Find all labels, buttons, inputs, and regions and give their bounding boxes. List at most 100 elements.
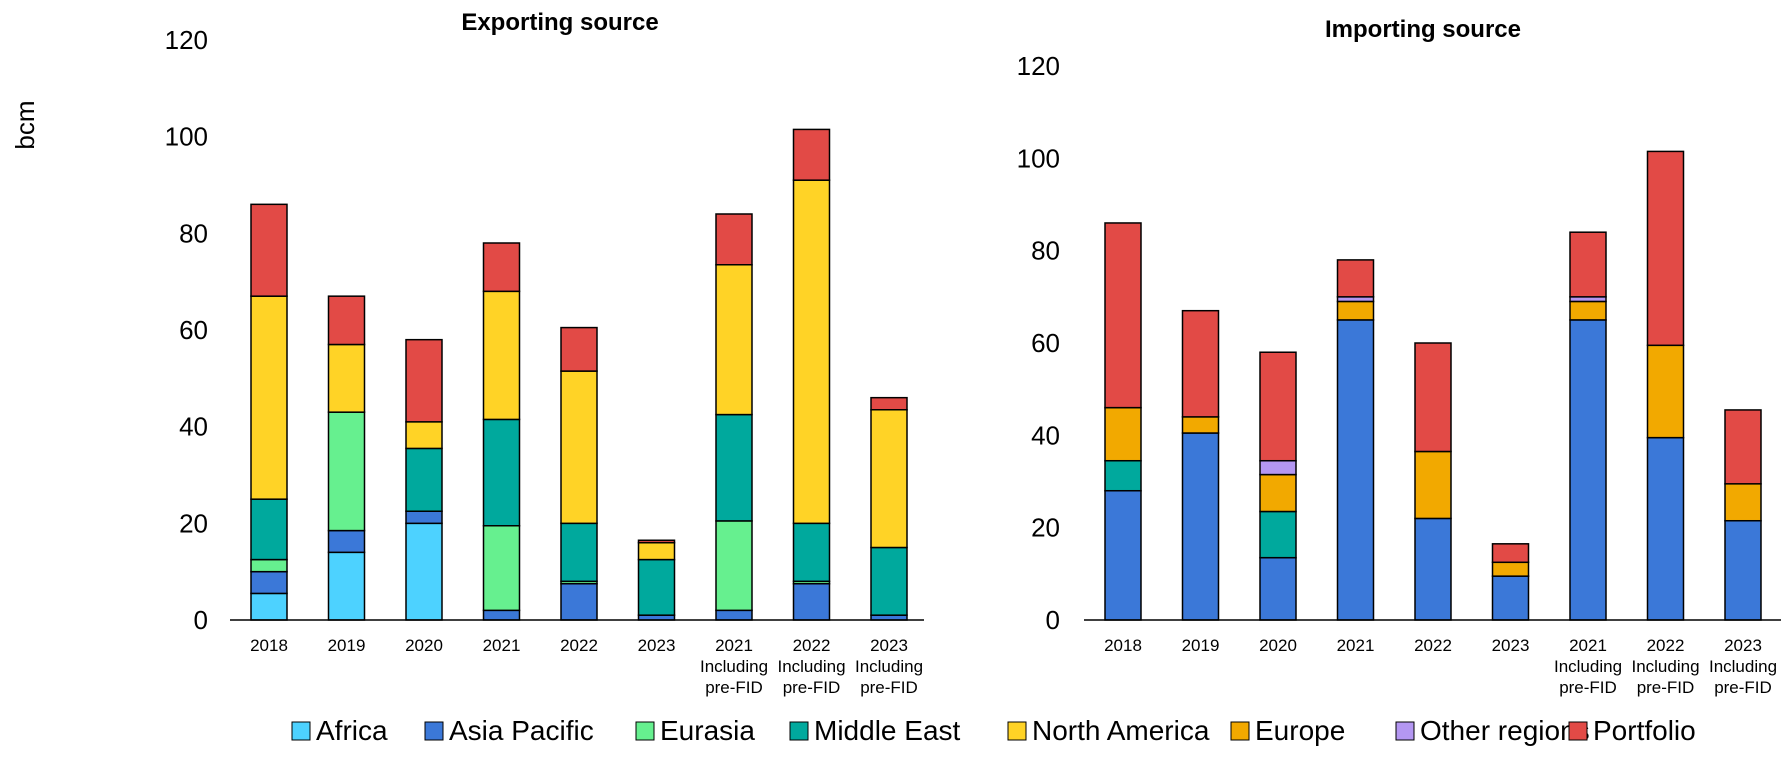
bar-segment-asia-pacific bbox=[1646, 436, 1685, 621]
bar-segment-portfolio bbox=[637, 539, 676, 544]
x-tick-label: 2021 bbox=[1337, 636, 1375, 655]
bar-segment-portfolio bbox=[1491, 543, 1530, 564]
bar-segment-middle-east bbox=[792, 522, 831, 583]
y-tick-label: 80 bbox=[179, 218, 208, 248]
importing-source-panel: Importing source 0 20 40 60 80 100 120 2018 2019… bbox=[1017, 16, 1781, 697]
exporting-source-panel: Exporting source 0 20 40 60 80 100 120 2018 2019… bbox=[165, 9, 924, 697]
y-tick-label: 20 bbox=[1031, 513, 1060, 543]
x-tick-label: 2022 bbox=[793, 636, 831, 655]
x-tick-label: Including bbox=[700, 657, 768, 676]
bar-segment-africa bbox=[327, 551, 366, 621]
legend-label-africa: Africa bbox=[316, 715, 388, 746]
y-tick-label: 0 bbox=[1046, 605, 1060, 635]
y-tick-label: 120 bbox=[1017, 51, 1060, 81]
legend-swatch-europe bbox=[1230, 721, 1250, 741]
legend-label-other-regions: Other regions bbox=[1420, 715, 1590, 746]
bar-segment-middle-east bbox=[405, 447, 443, 512]
bar-segment-eurasia bbox=[250, 558, 288, 573]
bar-segment-north-america bbox=[250, 295, 288, 500]
legend-label-asia-pacific: Asia Pacific bbox=[449, 715, 594, 746]
bar-segment-asia-pacific bbox=[1569, 319, 1607, 621]
x-tick-label: pre-FID bbox=[860, 678, 918, 697]
bar-segment-portfolio bbox=[1181, 309, 1220, 418]
bar-segment-middle-east bbox=[715, 413, 753, 522]
x-tick-label: Including bbox=[1554, 657, 1622, 676]
bar-segment-middle-east bbox=[250, 498, 288, 561]
x-tick-label: 2021 bbox=[1569, 636, 1607, 655]
bar-segment-europe bbox=[1724, 483, 1762, 522]
legend-swatch-africa bbox=[291, 721, 311, 741]
x-tick-label: Including bbox=[1709, 657, 1777, 676]
y-tick-label: 60 bbox=[1031, 328, 1060, 358]
bar-segment-portfolio bbox=[405, 338, 443, 423]
bar-segment-north-america bbox=[870, 409, 908, 549]
bar-segment-europe bbox=[1181, 416, 1220, 434]
bar-segment-portfolio bbox=[1724, 409, 1762, 485]
x-tick-label: 2022 bbox=[1647, 636, 1685, 655]
x-tick-label: 2020 bbox=[405, 636, 443, 655]
y-axis-unit-label: bcm bbox=[10, 100, 40, 149]
x-tick-label: 2019 bbox=[328, 636, 366, 655]
exporting-source-title: Exporting source bbox=[461, 9, 658, 36]
y-tick-label: 100 bbox=[1017, 143, 1060, 173]
legend-label-eurasia: Eurasia bbox=[660, 715, 755, 746]
bar-segment-portfolio bbox=[327, 295, 366, 346]
bar-segment-asia-pacific bbox=[327, 529, 366, 554]
x-tick-label: pre-FID bbox=[1637, 678, 1695, 697]
bar-segment-middle-east bbox=[1259, 510, 1297, 559]
y-tick-label: 40 bbox=[179, 412, 208, 442]
y-tick-label: 120 bbox=[165, 25, 208, 55]
bar-segment-north-america bbox=[405, 421, 443, 450]
bar-segment-north-america bbox=[482, 290, 521, 421]
x-tick-label: 2018 bbox=[1104, 636, 1142, 655]
bar-segment-portfolio bbox=[1104, 222, 1142, 409]
bar-segment-portfolio bbox=[1646, 150, 1685, 347]
x-tick-label: pre-FID bbox=[1559, 678, 1617, 697]
y-tick-label: 60 bbox=[179, 315, 208, 345]
bar-segment-north-america bbox=[637, 541, 676, 561]
bar-segment-portfolio bbox=[560, 326, 598, 372]
x-tick-label: pre-FID bbox=[1714, 678, 1772, 697]
bar-segment-europe bbox=[1104, 406, 1142, 462]
legend-swatch-eurasia bbox=[635, 721, 655, 741]
bar-segment-eurasia bbox=[715, 520, 753, 612]
legend-swatch-other-regions bbox=[1395, 721, 1415, 741]
x-tick-label: 2023 bbox=[638, 636, 676, 655]
y-tick-label: 40 bbox=[1031, 420, 1060, 450]
x-tick-label: 2019 bbox=[1182, 636, 1220, 655]
bar-segment-middle-east bbox=[870, 546, 908, 616]
bar-segment-asia-pacific bbox=[1724, 519, 1762, 621]
bar-segment-portfolio bbox=[870, 396, 908, 411]
y-tick-label: 0 bbox=[194, 605, 208, 635]
bar-segment-europe bbox=[1569, 300, 1607, 321]
bar-segment-africa bbox=[405, 522, 443, 621]
bar-segment-asia-pacific bbox=[482, 609, 521, 621]
bar-segment-portfolio bbox=[1259, 351, 1297, 462]
bar-segment-eurasia bbox=[482, 525, 521, 612]
importing-source-title: Importing source bbox=[1325, 16, 1521, 43]
bar-segment-portfolio bbox=[1414, 342, 1452, 453]
y-tick-label: 100 bbox=[165, 122, 208, 152]
legend-swatch-north-america bbox=[1007, 721, 1027, 741]
x-tick-label: 2021 bbox=[483, 636, 521, 655]
x-tick-label: 2023 bbox=[1492, 636, 1530, 655]
bar-segment-europe bbox=[1336, 300, 1375, 321]
bar-segment-asia-pacific bbox=[405, 510, 443, 525]
bar-segment-portfolio bbox=[715, 213, 753, 266]
bar-segment-asia-pacific bbox=[715, 609, 753, 621]
bar-segment-europe bbox=[1491, 561, 1530, 577]
bar-segment-asia-pacific bbox=[1104, 489, 1142, 621]
bar-segment-middle-east bbox=[637, 558, 676, 616]
bar-segment-asia-pacific bbox=[1336, 319, 1375, 621]
bar-segment-asia-pacific bbox=[1491, 575, 1530, 621]
legend-label-portfolio: Portfolio bbox=[1593, 715, 1696, 746]
y-tick-label: 80 bbox=[1031, 236, 1060, 266]
bar-segment-asia-pacific bbox=[560, 583, 598, 621]
bar-segment-portfolio bbox=[250, 203, 288, 297]
x-tick-label: pre-FID bbox=[705, 678, 763, 697]
legend-label-middle-east: Middle East bbox=[814, 715, 961, 746]
legend-swatch-portfolio bbox=[1568, 721, 1588, 741]
bar-segment-middle-east bbox=[482, 418, 521, 527]
x-tick-label: 2021 bbox=[715, 636, 753, 655]
